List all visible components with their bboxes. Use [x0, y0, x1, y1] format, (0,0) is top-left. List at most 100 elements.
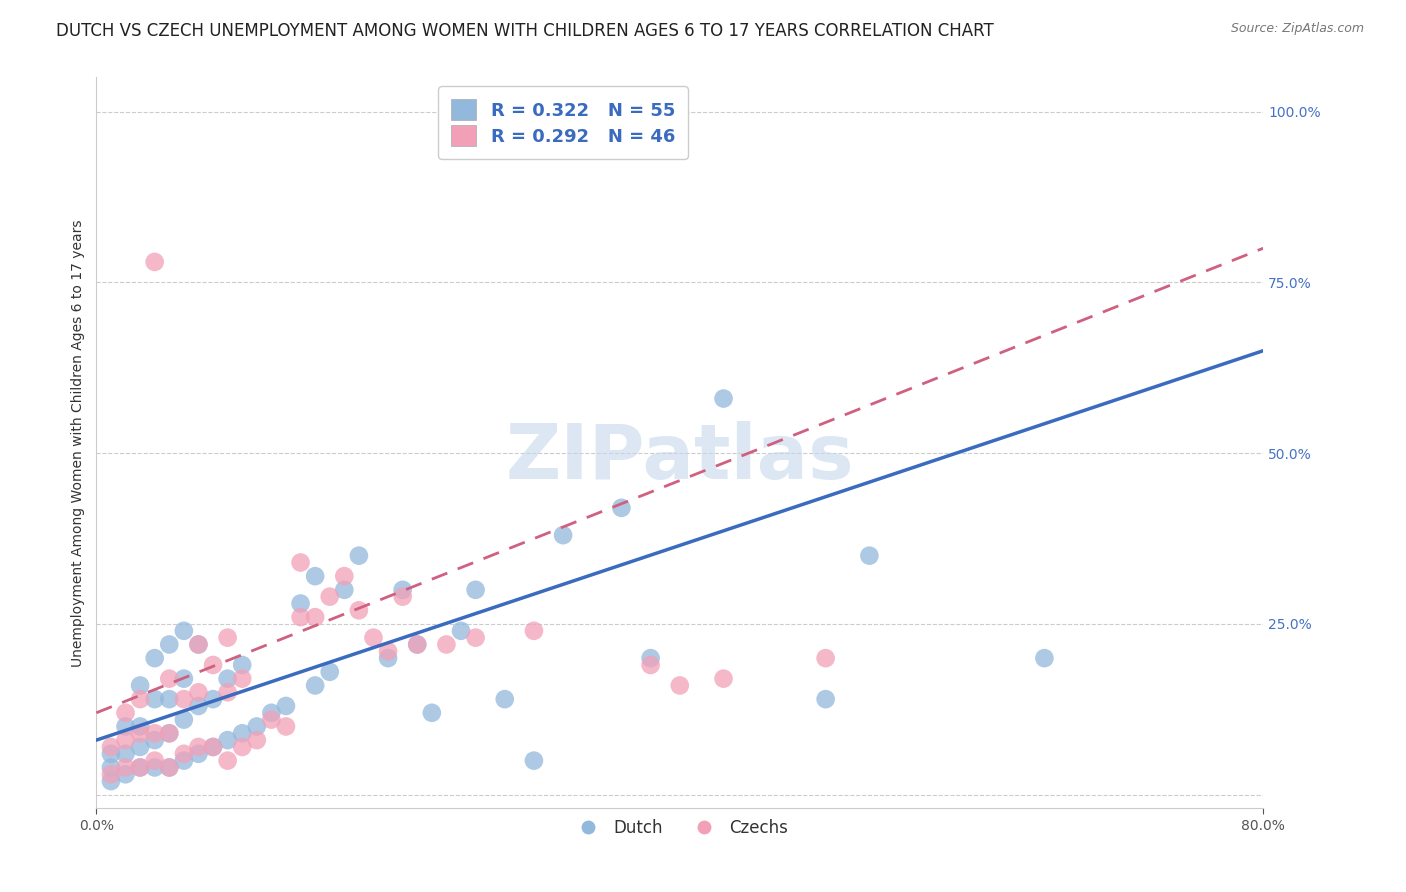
- Point: [290, 556, 312, 570]
- Point: [391, 590, 413, 604]
- Text: ZIPatlas: ZIPatlas: [506, 420, 853, 494]
- Point: [246, 733, 269, 747]
- Text: DUTCH VS CZECH UNEMPLOYMENT AMONG WOMEN WITH CHILDREN AGES 6 TO 17 YEARS CORRELA: DUTCH VS CZECH UNEMPLOYMENT AMONG WOMEN …: [56, 22, 994, 40]
- Point: [231, 672, 253, 686]
- Point: [100, 767, 122, 781]
- Point: [304, 610, 326, 624]
- Point: [114, 767, 136, 781]
- Point: [187, 638, 209, 652]
- Point: [551, 528, 574, 542]
- Point: [450, 624, 472, 638]
- Point: [814, 692, 837, 706]
- Point: [217, 733, 239, 747]
- Point: [143, 255, 166, 269]
- Point: [129, 678, 152, 692]
- Point: [143, 733, 166, 747]
- Point: [129, 760, 152, 774]
- Point: [129, 739, 152, 754]
- Point: [391, 582, 413, 597]
- Point: [173, 754, 195, 768]
- Point: [290, 610, 312, 624]
- Point: [377, 651, 399, 665]
- Point: [157, 692, 180, 706]
- Point: [713, 672, 735, 686]
- Point: [143, 726, 166, 740]
- Point: [333, 569, 356, 583]
- Point: [333, 582, 356, 597]
- Point: [464, 631, 486, 645]
- Point: [143, 692, 166, 706]
- Point: [420, 706, 443, 720]
- Point: [114, 760, 136, 774]
- Point: [114, 733, 136, 747]
- Point: [100, 774, 122, 789]
- Point: [157, 638, 180, 652]
- Point: [274, 698, 297, 713]
- Point: [173, 713, 195, 727]
- Point: [100, 739, 122, 754]
- Point: [246, 719, 269, 733]
- Point: [640, 657, 662, 672]
- Point: [114, 747, 136, 761]
- Point: [260, 713, 283, 727]
- Point: [406, 638, 429, 652]
- Point: [114, 719, 136, 733]
- Point: [187, 698, 209, 713]
- Point: [304, 678, 326, 692]
- Point: [114, 706, 136, 720]
- Point: [217, 754, 239, 768]
- Point: [260, 706, 283, 720]
- Point: [319, 590, 342, 604]
- Point: [713, 392, 735, 406]
- Point: [129, 726, 152, 740]
- Point: [157, 760, 180, 774]
- Point: [231, 726, 253, 740]
- Point: [143, 651, 166, 665]
- Point: [100, 760, 122, 774]
- Point: [173, 692, 195, 706]
- Point: [157, 726, 180, 740]
- Point: [129, 692, 152, 706]
- Legend: Dutch, Czechs: Dutch, Czechs: [565, 813, 794, 844]
- Point: [523, 624, 546, 638]
- Point: [668, 678, 690, 692]
- Point: [347, 603, 370, 617]
- Point: [202, 692, 225, 706]
- Point: [187, 739, 209, 754]
- Point: [858, 549, 880, 563]
- Point: [217, 631, 239, 645]
- Point: [523, 754, 546, 768]
- Point: [157, 760, 180, 774]
- Point: [173, 624, 195, 638]
- Point: [187, 685, 209, 699]
- Point: [157, 672, 180, 686]
- Point: [377, 644, 399, 658]
- Point: [494, 692, 516, 706]
- Y-axis label: Unemployment Among Women with Children Ages 6 to 17 years: Unemployment Among Women with Children A…: [72, 219, 86, 666]
- Point: [363, 631, 385, 645]
- Point: [187, 638, 209, 652]
- Text: Source: ZipAtlas.com: Source: ZipAtlas.com: [1230, 22, 1364, 36]
- Point: [319, 665, 342, 679]
- Point: [173, 672, 195, 686]
- Point: [217, 685, 239, 699]
- Point: [231, 739, 253, 754]
- Point: [129, 719, 152, 733]
- Point: [347, 549, 370, 563]
- Point: [610, 500, 633, 515]
- Point: [202, 739, 225, 754]
- Point: [640, 651, 662, 665]
- Point: [202, 657, 225, 672]
- Point: [143, 754, 166, 768]
- Point: [157, 726, 180, 740]
- Point: [231, 657, 253, 672]
- Point: [143, 760, 166, 774]
- Point: [274, 719, 297, 733]
- Point: [129, 760, 152, 774]
- Point: [217, 672, 239, 686]
- Point: [436, 638, 458, 652]
- Point: [173, 747, 195, 761]
- Point: [814, 651, 837, 665]
- Point: [1033, 651, 1056, 665]
- Point: [304, 569, 326, 583]
